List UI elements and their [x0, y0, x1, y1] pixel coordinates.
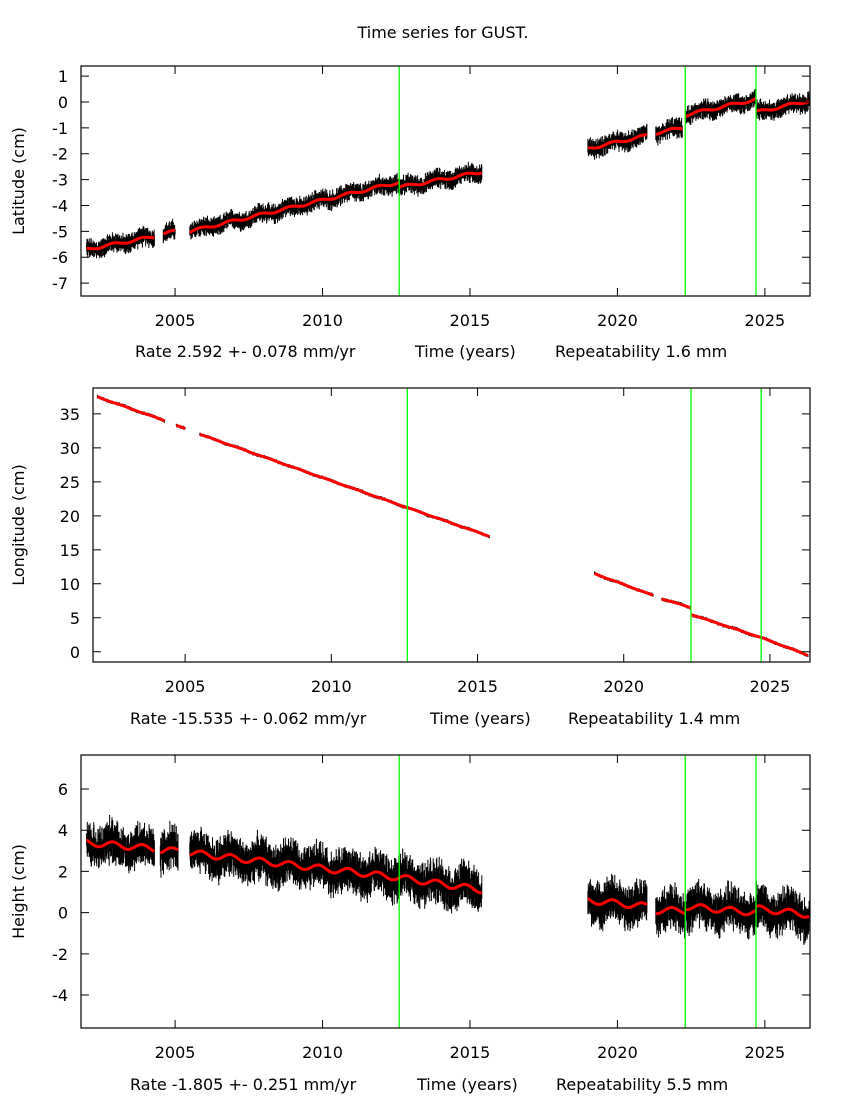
y-tick-label: -3 [52, 171, 68, 190]
x-tick-label: 2005 [155, 1043, 196, 1062]
y-tick-label: -2 [52, 145, 68, 164]
y-axis-label: Latitude (cm) [9, 127, 28, 235]
model-fit-line [655, 906, 686, 916]
x-tick-label: 2015 [450, 1043, 491, 1062]
x-axis-label: Time (years) [429, 709, 531, 728]
plot-frame [80, 65, 811, 297]
model-fit-line [685, 97, 757, 118]
data-error-bars [189, 826, 400, 906]
rate-label: Rate 2.592 +- 0.078 mm/yr [135, 342, 356, 361]
y-axis-label: Height (cm) [9, 844, 28, 939]
x-tick-label: 2020 [597, 311, 638, 330]
y-tick-label: -1 [52, 119, 68, 138]
model-fit-line [189, 849, 400, 882]
repeatability-label: Repeatability 1.4 mm [568, 709, 740, 728]
y-tick-label: -6 [52, 248, 68, 267]
panel-longitude: 2005 2010 2015 2020 202535302520151050Longit… [9, 387, 811, 728]
x-tick-label: 2010 [302, 1043, 343, 1062]
y-tick-label: 5 [70, 609, 80, 628]
y-tick-label: 6 [58, 780, 68, 799]
y-tick-label: 35 [60, 405, 80, 424]
y-tick-label: 10 [60, 575, 80, 594]
model-fit-line [162, 228, 176, 236]
model-fit-line [655, 126, 683, 136]
y-tick-label: -5 [52, 222, 68, 241]
model-fit-line [755, 904, 810, 919]
y-tick-label: 4 [58, 821, 68, 840]
x-tick-label: 2010 [311, 677, 352, 696]
model-fit-line [96, 395, 166, 423]
model-fit-line [661, 597, 692, 610]
model-fit-line [175, 423, 186, 431]
model-fit-line [684, 903, 757, 917]
x-tick-label: 2025 [745, 311, 786, 330]
model-fit-line [690, 613, 762, 639]
chart-title: Time series for GUST. [356, 23, 528, 42]
model-fit-line [594, 572, 654, 597]
y-tick-label: -4 [52, 986, 68, 1005]
y-tick-label: 1 [58, 67, 68, 86]
y-tick-label: -7 [52, 274, 68, 293]
panel-latitude: 2005 2010 2015 2020 2025 1 0 -1 -2 -3 -4 -5 -6 -7 Lati… [9, 65, 811, 361]
model-fit-line [398, 874, 482, 895]
rate-label: Rate -1.805 +- 0.251 mm/yr [130, 1075, 357, 1094]
x-tick-label: 2005 [155, 311, 196, 330]
y-tick-label: 20 [60, 507, 80, 526]
y-tick-label: 0 [58, 93, 68, 112]
repeatability-label: Repeatability 1.6 mm [555, 342, 727, 361]
x-tick-label: 2025 [745, 1043, 786, 1062]
y-tick-label: -4 [52, 196, 68, 215]
y-tick-label: 15 [60, 541, 80, 560]
plot-frame [80, 754, 811, 1029]
model-fit-line [760, 635, 809, 657]
model-fit-line [406, 506, 491, 538]
data-error-bars [655, 117, 683, 146]
x-tick-label: 2005 [165, 677, 206, 696]
model-fit-line [189, 180, 400, 234]
data-error-bars [684, 878, 757, 940]
y-tick-label: -2 [52, 945, 68, 964]
repeatability-label: Repeatability 5.5 mm [556, 1075, 728, 1094]
y-tick-label: 2 [58, 862, 68, 881]
y-tick-label: 25 [60, 473, 80, 492]
y-tick-label: 30 [60, 439, 80, 458]
model-fit-line [86, 235, 155, 251]
model-fit-line [587, 133, 648, 150]
model-fit-line [86, 838, 156, 853]
x-tick-label: 2020 [603, 677, 644, 696]
plot-frame [92, 387, 811, 663]
x-axis-label: Time (years) [414, 342, 516, 361]
y-tick-label: 0 [70, 643, 80, 662]
model-fit-line [199, 432, 408, 510]
panel-height: 2005 2010 2015 2020 2025 6 4 2 0 -2 -4 Height (cm) R… [9, 754, 811, 1094]
x-tick-label: 2015 [457, 677, 498, 696]
model-fit-line [755, 100, 810, 113]
x-tick-label: 2015 [450, 311, 491, 330]
x-tick-label: 2020 [597, 1043, 638, 1062]
x-axis-label: Time (years) [416, 1075, 518, 1094]
model-fit-line [587, 897, 648, 909]
model-fit-line [159, 846, 180, 855]
x-tick-label: 2010 [302, 311, 343, 330]
y-tick-label: 0 [58, 904, 68, 923]
rate-label: Rate -15.535 +- 0.062 mm/yr [130, 709, 367, 728]
model-fit-line [398, 171, 483, 189]
x-tick-label: 2025 [750, 677, 791, 696]
y-axis-label: Longitude (cm) [9, 464, 28, 586]
